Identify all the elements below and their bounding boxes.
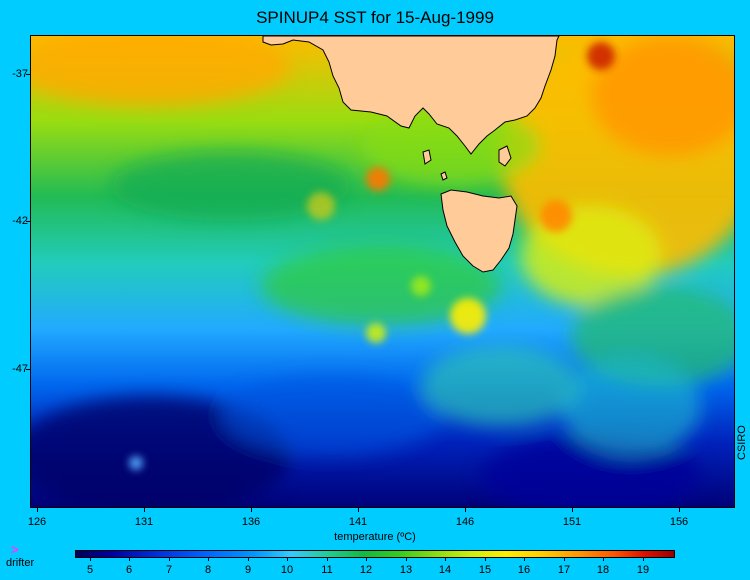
x-tick-mark — [465, 508, 466, 512]
colorbar-label: 13 — [399, 564, 413, 576]
colorbar-tick — [169, 557, 170, 561]
colorbar-tick — [287, 557, 288, 561]
y-tick-mark — [26, 74, 30, 75]
colorbar-tick — [406, 557, 407, 561]
colorbar-tick — [327, 557, 328, 561]
colorbar-label: 14 — [438, 564, 452, 576]
colorbar-tick — [366, 557, 367, 561]
colorbar-tick — [208, 557, 209, 561]
x-tick-label: 146 — [455, 516, 475, 528]
colorbar-label: 18 — [596, 564, 610, 576]
y-tick-label: -42 — [12, 215, 28, 227]
x-tick-label: 131 — [134, 516, 154, 528]
colorbar-tick — [564, 557, 565, 561]
map-title: SPINUP4 SST for 15-Aug-1999 — [256, 8, 494, 27]
colorbar-label: 6 — [125, 564, 133, 576]
x-tick-mark — [144, 508, 145, 512]
colorbar-label: 10 — [280, 564, 294, 576]
drifter-marker-icon: > — [11, 542, 19, 557]
colorbar-label: 8 — [204, 564, 212, 576]
colorbar-label: 17 — [557, 564, 571, 576]
credit-label: CSIRO — [736, 425, 748, 460]
colorbar-label: 5 — [86, 564, 94, 576]
x-tick-label: 126 — [27, 516, 47, 528]
legend-title: temperature (ºC) — [334, 531, 416, 543]
colorbar-label: 7 — [165, 564, 173, 576]
colorbar-tick — [643, 557, 644, 561]
y-tick-mark — [26, 369, 30, 370]
colorbar-label: 15 — [478, 564, 492, 576]
colorbar-tick — [445, 557, 446, 561]
australia-land — [262, 36, 560, 155]
colorbar-label: 19 — [636, 564, 650, 576]
tasmania-land — [440, 189, 518, 273]
x-tick-label: 151 — [562, 516, 582, 528]
colorbar-label: 11 — [321, 564, 333, 576]
x-tick-mark — [37, 508, 38, 512]
x-tick-mark — [251, 508, 252, 512]
x-tick-mark — [358, 508, 359, 512]
x-tick-label: 141 — [348, 516, 368, 528]
colorbar-tick — [90, 557, 91, 561]
colorbar-label: 16 — [517, 564, 531, 576]
y-tick-mark — [26, 221, 30, 222]
colorbar-tick — [524, 557, 525, 561]
x-tick-label: 156 — [669, 516, 689, 528]
x-tick-label: 136 — [241, 516, 261, 528]
y-tick-label: -47 — [12, 363, 28, 375]
sst-map[interactable] — [30, 35, 735, 508]
sst-field — [31, 36, 734, 507]
x-tick-mark — [679, 508, 680, 512]
colorbar-tick — [485, 557, 486, 561]
x-tick-mark — [572, 508, 573, 512]
y-tick-label: -37 — [12, 68, 28, 80]
colorbar-label: 12 — [359, 564, 373, 576]
colorbar-tick — [129, 557, 130, 561]
colorbar-label: 9 — [244, 564, 252, 576]
drifter-label: drifter — [6, 557, 35, 569]
temperature-colorbar — [75, 550, 675, 558]
colorbar-tick — [248, 557, 249, 561]
colorbar-tick — [603, 557, 604, 561]
